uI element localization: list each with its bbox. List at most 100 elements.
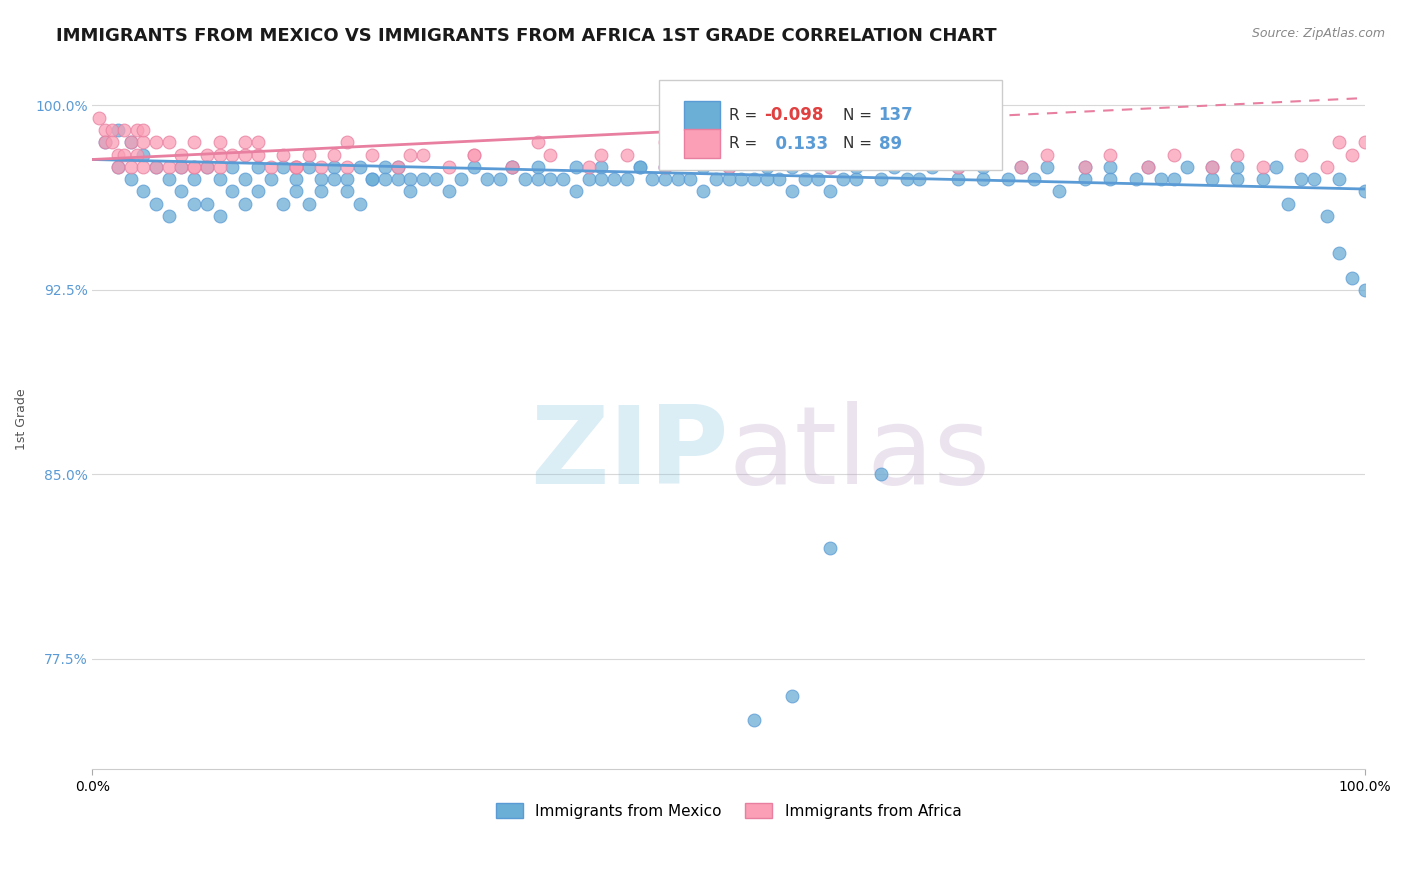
Point bbox=[170, 147, 193, 161]
Point bbox=[1099, 147, 1122, 161]
Point bbox=[1226, 147, 1249, 161]
Point bbox=[246, 185, 269, 199]
Point bbox=[387, 160, 409, 174]
Point bbox=[553, 172, 575, 186]
Point bbox=[298, 147, 321, 161]
Point bbox=[374, 160, 396, 174]
Point bbox=[616, 172, 638, 186]
Point bbox=[603, 172, 626, 186]
Point bbox=[921, 160, 943, 174]
Point bbox=[1125, 172, 1147, 186]
Point bbox=[870, 172, 893, 186]
Point bbox=[1329, 172, 1351, 186]
Point bbox=[145, 196, 167, 211]
Point bbox=[692, 185, 714, 199]
Y-axis label: 1st Grade: 1st Grade bbox=[15, 388, 28, 450]
Point bbox=[807, 172, 830, 186]
Point bbox=[157, 160, 180, 174]
Text: IMMIGRANTS FROM MEXICO VS IMMIGRANTS FROM AFRICA 1ST GRADE CORRELATION CHART: IMMIGRANTS FROM MEXICO VS IMMIGRANTS FRO… bbox=[56, 27, 997, 45]
Point bbox=[1354, 283, 1376, 297]
Point bbox=[578, 160, 600, 174]
Point bbox=[1289, 147, 1312, 161]
Point bbox=[755, 160, 778, 174]
Point bbox=[780, 689, 803, 703]
Point bbox=[1341, 147, 1364, 161]
Point bbox=[1201, 160, 1223, 174]
Point bbox=[538, 147, 561, 161]
Point bbox=[208, 172, 231, 186]
Point bbox=[387, 172, 409, 186]
Point bbox=[972, 147, 994, 161]
Point bbox=[1277, 196, 1299, 211]
Point bbox=[208, 136, 231, 150]
Text: 89: 89 bbox=[879, 135, 901, 153]
Point bbox=[208, 160, 231, 174]
Point bbox=[820, 185, 842, 199]
Point bbox=[221, 147, 243, 161]
Point bbox=[526, 172, 548, 186]
Point bbox=[692, 147, 714, 161]
Point bbox=[641, 172, 664, 186]
Point bbox=[1010, 160, 1032, 174]
Point bbox=[233, 136, 256, 150]
Point bbox=[285, 160, 308, 174]
Point bbox=[107, 123, 129, 137]
Point bbox=[793, 172, 815, 186]
Point bbox=[742, 172, 765, 186]
Point bbox=[132, 123, 155, 137]
Point bbox=[107, 147, 129, 161]
Point bbox=[285, 185, 308, 199]
Point bbox=[972, 172, 994, 186]
Point bbox=[1251, 160, 1274, 174]
Point bbox=[1251, 172, 1274, 186]
Point bbox=[820, 541, 842, 555]
Point bbox=[233, 172, 256, 186]
Point bbox=[501, 160, 523, 174]
Point bbox=[107, 160, 129, 174]
Point bbox=[425, 172, 447, 186]
Point bbox=[112, 147, 135, 161]
Point bbox=[591, 172, 613, 186]
FancyBboxPatch shape bbox=[685, 101, 720, 130]
Point bbox=[997, 172, 1019, 186]
Point bbox=[195, 147, 218, 161]
Point bbox=[132, 185, 155, 199]
Point bbox=[170, 160, 193, 174]
Point bbox=[666, 172, 689, 186]
Point bbox=[120, 136, 142, 150]
Point bbox=[717, 123, 740, 137]
Point bbox=[908, 172, 931, 186]
Point bbox=[271, 160, 294, 174]
Point bbox=[654, 172, 676, 186]
Point bbox=[1099, 172, 1122, 186]
Text: R =: R = bbox=[728, 136, 762, 151]
Point bbox=[157, 172, 180, 186]
Text: -0.098: -0.098 bbox=[765, 106, 824, 125]
Point bbox=[195, 160, 218, 174]
Point bbox=[157, 209, 180, 223]
Point bbox=[145, 136, 167, 150]
Text: 0.133: 0.133 bbox=[765, 135, 828, 153]
Point bbox=[896, 172, 918, 186]
Text: 137: 137 bbox=[879, 106, 914, 125]
Point bbox=[195, 196, 218, 211]
Point bbox=[820, 160, 842, 174]
Point bbox=[526, 160, 548, 174]
Point bbox=[501, 160, 523, 174]
Point bbox=[336, 172, 359, 186]
Point bbox=[820, 160, 842, 174]
Point bbox=[1163, 172, 1185, 186]
Point bbox=[145, 160, 167, 174]
FancyBboxPatch shape bbox=[685, 128, 720, 158]
Point bbox=[336, 185, 359, 199]
Point bbox=[845, 136, 868, 150]
Point bbox=[1226, 160, 1249, 174]
Point bbox=[780, 147, 803, 161]
Point bbox=[298, 196, 321, 211]
Point bbox=[538, 172, 561, 186]
Point bbox=[972, 160, 994, 174]
Point bbox=[233, 147, 256, 161]
Point bbox=[780, 160, 803, 174]
Point bbox=[233, 196, 256, 211]
Point bbox=[311, 172, 333, 186]
